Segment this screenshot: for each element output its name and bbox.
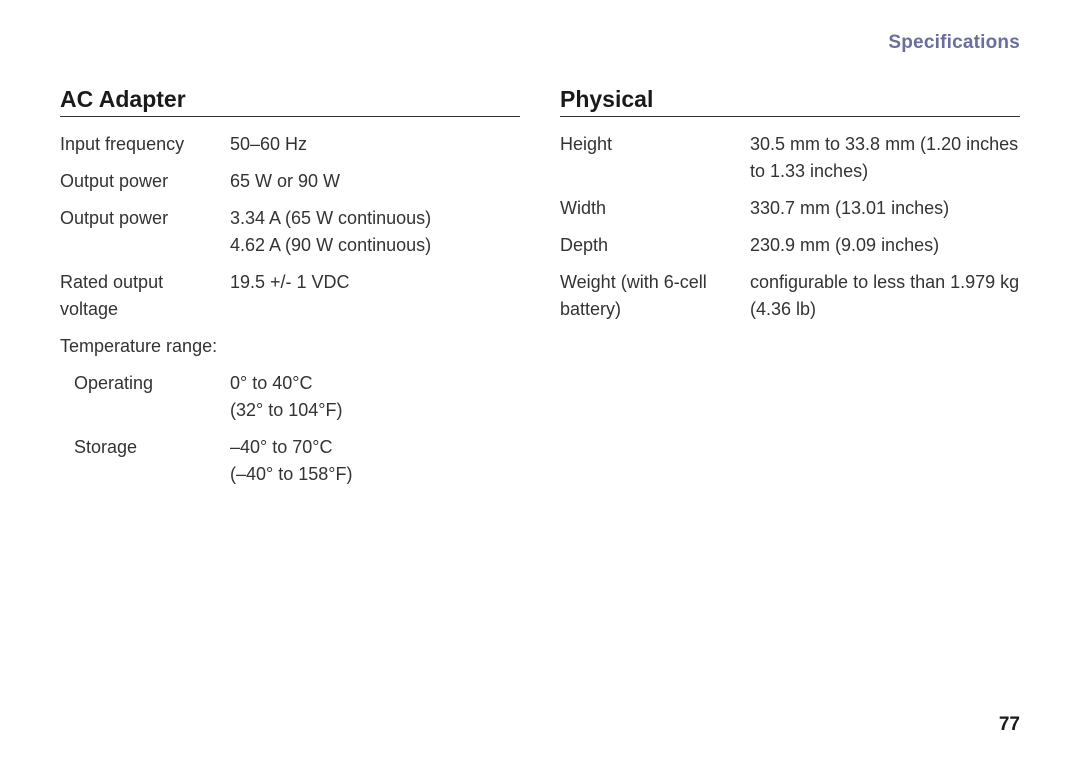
spec-row: Input frequency 50–60 Hz — [60, 131, 520, 158]
temperature-range-heading: Temperature range: — [60, 333, 520, 360]
spec-value: 0° to 40°C (32° to 104°F) — [230, 370, 520, 424]
spec-value: 330.7 mm (13.01 inches) — [750, 195, 1020, 222]
spec-value: 50–60 Hz — [230, 131, 520, 158]
spec-value: configurable to less than 1.979 kg (4.36… — [750, 269, 1020, 323]
spec-row: Rated output voltage 19.5 +/- 1 VDC — [60, 269, 520, 323]
spec-label: Input frequency — [60, 131, 230, 158]
spec-value: 3.34 A (65 W continuous) 4.62 A (90 W co… — [230, 205, 520, 259]
spec-value: 19.5 +/- 1 VDC — [230, 269, 520, 296]
spec-label: Height — [560, 131, 750, 158]
spec-label: Depth — [560, 232, 750, 259]
spec-row: Operating 0° to 40°C (32° to 104°F) — [60, 370, 520, 424]
spec-label: Storage — [60, 434, 230, 461]
spec-label: Rated output voltage — [60, 269, 230, 323]
page-header-label: Specifications — [60, 32, 1020, 54]
spec-label: Output power — [60, 205, 230, 232]
spec-row: Output power 3.34 A (65 W continuous) 4.… — [60, 205, 520, 259]
spec-label: Weight (with 6-cell battery) — [560, 269, 750, 323]
spec-label: Width — [560, 195, 750, 222]
spec-row: Width 330.7 mm (13.01 inches) — [560, 195, 1020, 222]
ac-adapter-heading: AC Adapter — [60, 86, 520, 117]
spec-row: Storage –40° to 70°C (–40° to 158°F) — [60, 434, 520, 488]
spec-row: Depth 230.9 mm (9.09 inches) — [560, 232, 1020, 259]
spec-label: Output power — [60, 168, 230, 195]
spec-label: Operating — [60, 370, 230, 397]
page-number: 77 — [999, 714, 1020, 736]
ac-adapter-column: AC Adapter Input frequency 50–60 Hz Outp… — [60, 86, 520, 498]
spec-row: Output power 65 W or 90 W — [60, 168, 520, 195]
spec-value: –40° to 70°C (–40° to 158°F) — [230, 434, 520, 488]
spec-value: 30.5 mm to 33.8 mm (1.20 inches to 1.33 … — [750, 131, 1020, 185]
spec-value: 230.9 mm (9.09 inches) — [750, 232, 1020, 259]
physical-column: Physical Height 30.5 mm to 33.8 mm (1.20… — [560, 86, 1020, 498]
spec-columns: AC Adapter Input frequency 50–60 Hz Outp… — [60, 86, 1020, 498]
spec-row: Weight (with 6-cell battery) configurabl… — [560, 269, 1020, 323]
spec-value: 65 W or 90 W — [230, 168, 520, 195]
spec-row: Height 30.5 mm to 33.8 mm (1.20 inches t… — [560, 131, 1020, 185]
physical-heading: Physical — [560, 86, 1020, 117]
